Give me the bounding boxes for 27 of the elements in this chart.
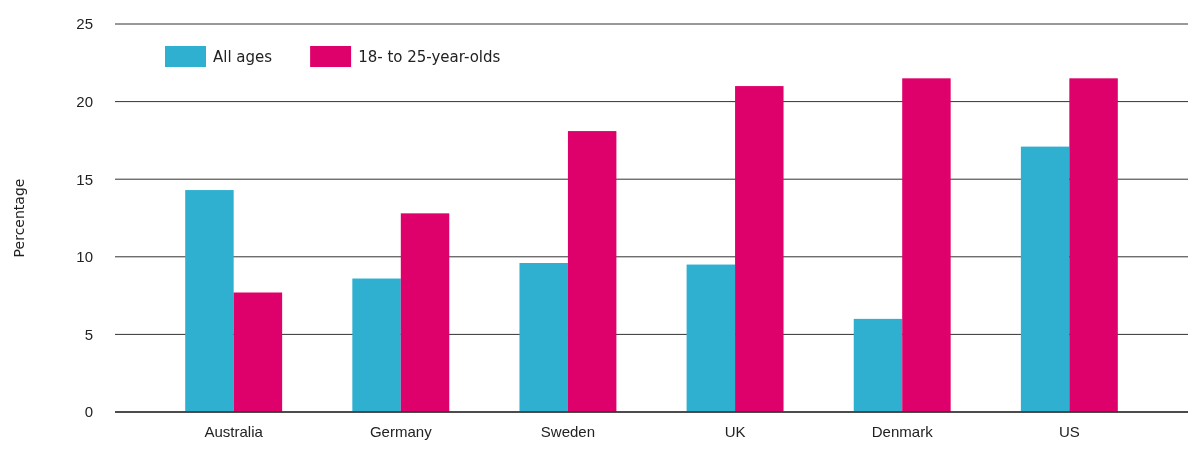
y-tick-label: 15 (76, 170, 93, 188)
bar (1020, 146, 1070, 412)
y-tick-label: 10 (76, 248, 93, 266)
x-tick-label: Denmark (871, 422, 934, 440)
bar (735, 86, 784, 412)
y-tick-label: 5 (84, 325, 93, 343)
y-tick-label: 0 (84, 403, 93, 421)
bar (1069, 78, 1118, 412)
x-tick-label: UK (724, 422, 746, 440)
y-tick-label: 25 (76, 15, 93, 33)
bar (686, 264, 736, 412)
bar (902, 78, 951, 412)
bar (352, 278, 401, 412)
x-tick-label: Sweden (540, 422, 596, 440)
x-tick-label: US (1058, 422, 1080, 440)
bar (519, 263, 568, 412)
bar (400, 213, 450, 412)
y-axis-title: Percentage (11, 178, 27, 258)
x-tick-label: Australia (204, 422, 264, 440)
bar (567, 131, 617, 412)
x-tick-label: Germany (369, 422, 433, 440)
legend-label: 18- to 25-year-olds (358, 48, 501, 66)
y-tick-label: 20 (76, 92, 93, 110)
bar (233, 292, 283, 412)
legend-label: All ages (213, 48, 273, 66)
bar (853, 318, 903, 412)
bar (185, 190, 234, 412)
